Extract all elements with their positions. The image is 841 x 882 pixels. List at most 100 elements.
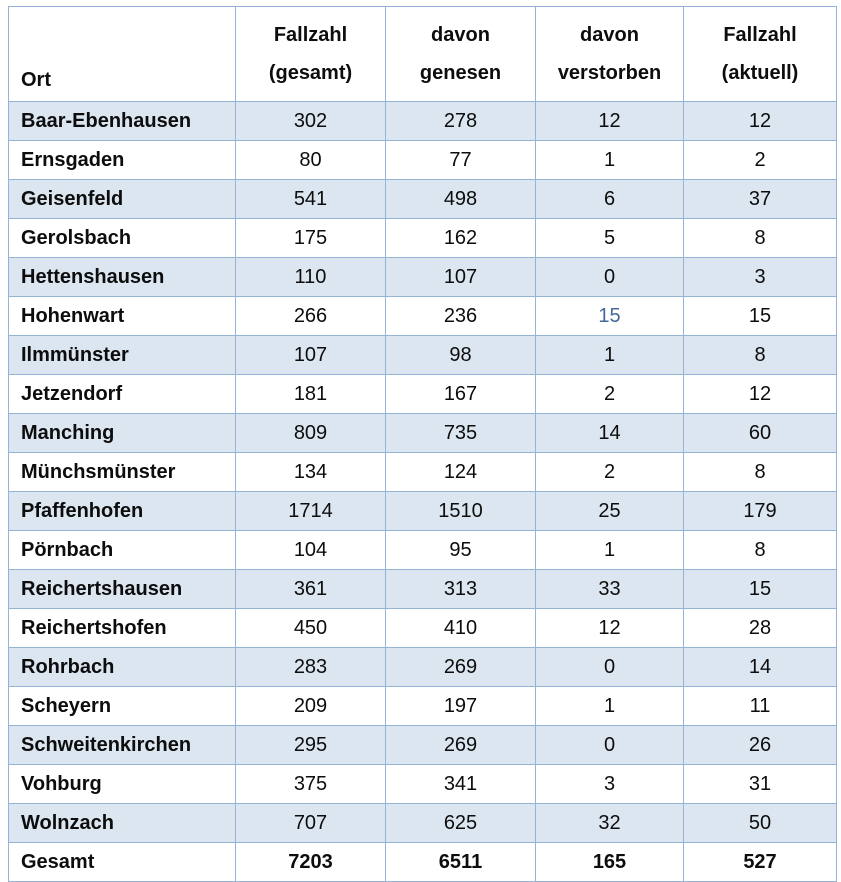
- table-row: Gerolsbach 175 162 5 8: [8, 218, 837, 258]
- cell-genesen: 162: [385, 218, 536, 258]
- header-fallzahl-gesamt-line2: (gesamt): [268, 62, 353, 84]
- cell-ort: Gesamt: [8, 842, 236, 882]
- header-fallzahl-aktuell: Fallzahl (aktuell): [683, 6, 837, 102]
- cell-gesamt: 266: [235, 296, 386, 336]
- cell-aktuell: 2: [683, 140, 837, 180]
- cell-ort: Ilmmünster: [8, 335, 236, 375]
- cell-gesamt: 209: [235, 686, 386, 726]
- cell-aktuell: 28: [683, 608, 837, 648]
- cell-genesen: 1510: [385, 491, 536, 531]
- cell-ort: Pfaffenhofen: [8, 491, 236, 531]
- cell-verstorben: 5: [535, 218, 684, 258]
- cell-ort: Baar-Ebenhausen: [8, 101, 236, 141]
- cell-aktuell: 26: [683, 725, 837, 765]
- cell-genesen: 107: [385, 257, 536, 297]
- header-davon-genesen-line2: genesen: [419, 62, 502, 84]
- header-fallzahl-aktuell-line2: (aktuell): [721, 62, 799, 84]
- cell-aktuell: 8: [683, 335, 837, 375]
- cell-aktuell: 527: [683, 842, 837, 882]
- table-row: Ernsgaden 80 77 1 2: [8, 140, 837, 180]
- cell-genesen: 625: [385, 803, 536, 843]
- cell-verstorben: 25: [535, 491, 684, 531]
- table-row: Pörnbach 104 95 1 8: [8, 530, 837, 570]
- header-davon-genesen-line1: davon: [431, 24, 490, 46]
- cell-gesamt: 181: [235, 374, 386, 414]
- cell-genesen: 269: [385, 725, 536, 765]
- cell-ort: Manching: [8, 413, 236, 453]
- cell-gesamt: 302: [235, 101, 386, 141]
- cell-genesen: 313: [385, 569, 536, 609]
- cell-gesamt: 707: [235, 803, 386, 843]
- cell-aktuell: 12: [683, 101, 837, 141]
- table-row: Manching 809 735 14 60: [8, 413, 837, 453]
- header-davon-verstorben-line1: davon: [580, 24, 639, 46]
- cell-aktuell: 31: [683, 764, 837, 804]
- cell-ort: Schweitenkirchen: [8, 725, 236, 765]
- table-row: Reichertshofen 450 410 12 28: [8, 608, 837, 648]
- cell-gesamt: 1714: [235, 491, 386, 531]
- cell-ort: Hohenwart: [8, 296, 236, 336]
- cell-genesen: 167: [385, 374, 536, 414]
- cell-genesen: 124: [385, 452, 536, 492]
- cell-gesamt: 110: [235, 257, 386, 297]
- table-row: Rohrbach 283 269 0 14: [8, 647, 837, 687]
- cell-aktuell: 8: [683, 452, 837, 492]
- cell-gesamt: 104: [235, 530, 386, 570]
- cell-verstorben: 0: [535, 647, 684, 687]
- header-ort: Ort: [8, 6, 236, 102]
- cell-ort: Wolnzach: [8, 803, 236, 843]
- cell-aktuell: 8: [683, 530, 837, 570]
- cell-verstorben: 32: [535, 803, 684, 843]
- cell-gesamt: 134: [235, 452, 386, 492]
- cell-genesen: 95: [385, 530, 536, 570]
- cell-gesamt: 809: [235, 413, 386, 453]
- cell-genesen: 410: [385, 608, 536, 648]
- cell-aktuell: 3: [683, 257, 837, 297]
- cell-ort: Münchsmünster: [8, 452, 236, 492]
- cell-ort: Reichertshofen: [8, 608, 236, 648]
- cell-aktuell: 50: [683, 803, 837, 843]
- cell-ort: Jetzendorf: [8, 374, 236, 414]
- cell-gesamt: 361: [235, 569, 386, 609]
- cell-gesamt: 107: [235, 335, 386, 375]
- cell-aktuell: 15: [683, 569, 837, 609]
- cell-genesen: 236: [385, 296, 536, 336]
- cell-gesamt: 7203: [235, 842, 386, 882]
- header-davon-verstorben-line2: verstorben: [557, 62, 662, 84]
- header-davon-genesen: davon genesen: [385, 6, 536, 102]
- cell-verstorben: 12: [535, 608, 684, 648]
- cell-genesen: 6511: [385, 842, 536, 882]
- cell-aktuell: 14: [683, 647, 837, 687]
- header-fallzahl-gesamt-line1: Fallzahl: [273, 24, 348, 46]
- cell-aktuell: 37: [683, 179, 837, 219]
- table-row: Wolnzach 707 625 32 50: [8, 803, 837, 843]
- cell-gesamt: 375: [235, 764, 386, 804]
- header-fallzahl-gesamt: Fallzahl (gesamt): [235, 6, 386, 102]
- cell-verstorben: 1: [535, 140, 684, 180]
- cell-aktuell: 8: [683, 218, 837, 258]
- cell-genesen: 269: [385, 647, 536, 687]
- cell-gesamt: 541: [235, 179, 386, 219]
- cell-aktuell: 60: [683, 413, 837, 453]
- cell-verstorben: 14: [535, 413, 684, 453]
- covid-cases-table: Ort Fallzahl (gesamt) davon genesen davo…: [8, 6, 837, 882]
- table-row: Münchsmünster 134 124 2 8: [8, 452, 837, 492]
- cell-aktuell: 12: [683, 374, 837, 414]
- cell-aktuell: 179: [683, 491, 837, 531]
- cell-gesamt: 80: [235, 140, 386, 180]
- cell-ort: Reichertshausen: [8, 569, 236, 609]
- cell-genesen: 341: [385, 764, 536, 804]
- cell-aktuell: 15: [683, 296, 837, 336]
- table-row: Hohenwart 266 236 15 15: [8, 296, 837, 336]
- table-row: Baar-Ebenhausen 302 278 12 12: [8, 101, 837, 141]
- table-row: Reichertshausen 361 313 33 15: [8, 569, 837, 609]
- table-row: Jetzendorf 181 167 2 12: [8, 374, 837, 414]
- header-fallzahl-aktuell-line1: Fallzahl: [723, 24, 797, 46]
- cell-verstorben: 2: [535, 374, 684, 414]
- cell-verstorben: 0: [535, 725, 684, 765]
- table-row: Vohburg 375 341 3 31: [8, 764, 837, 804]
- table-row: Ilmmünster 107 98 1 8: [8, 335, 837, 375]
- table-body: Baar-Ebenhausen 302 278 12 12 Ernsgaden …: [8, 101, 837, 882]
- cell-genesen: 735: [385, 413, 536, 453]
